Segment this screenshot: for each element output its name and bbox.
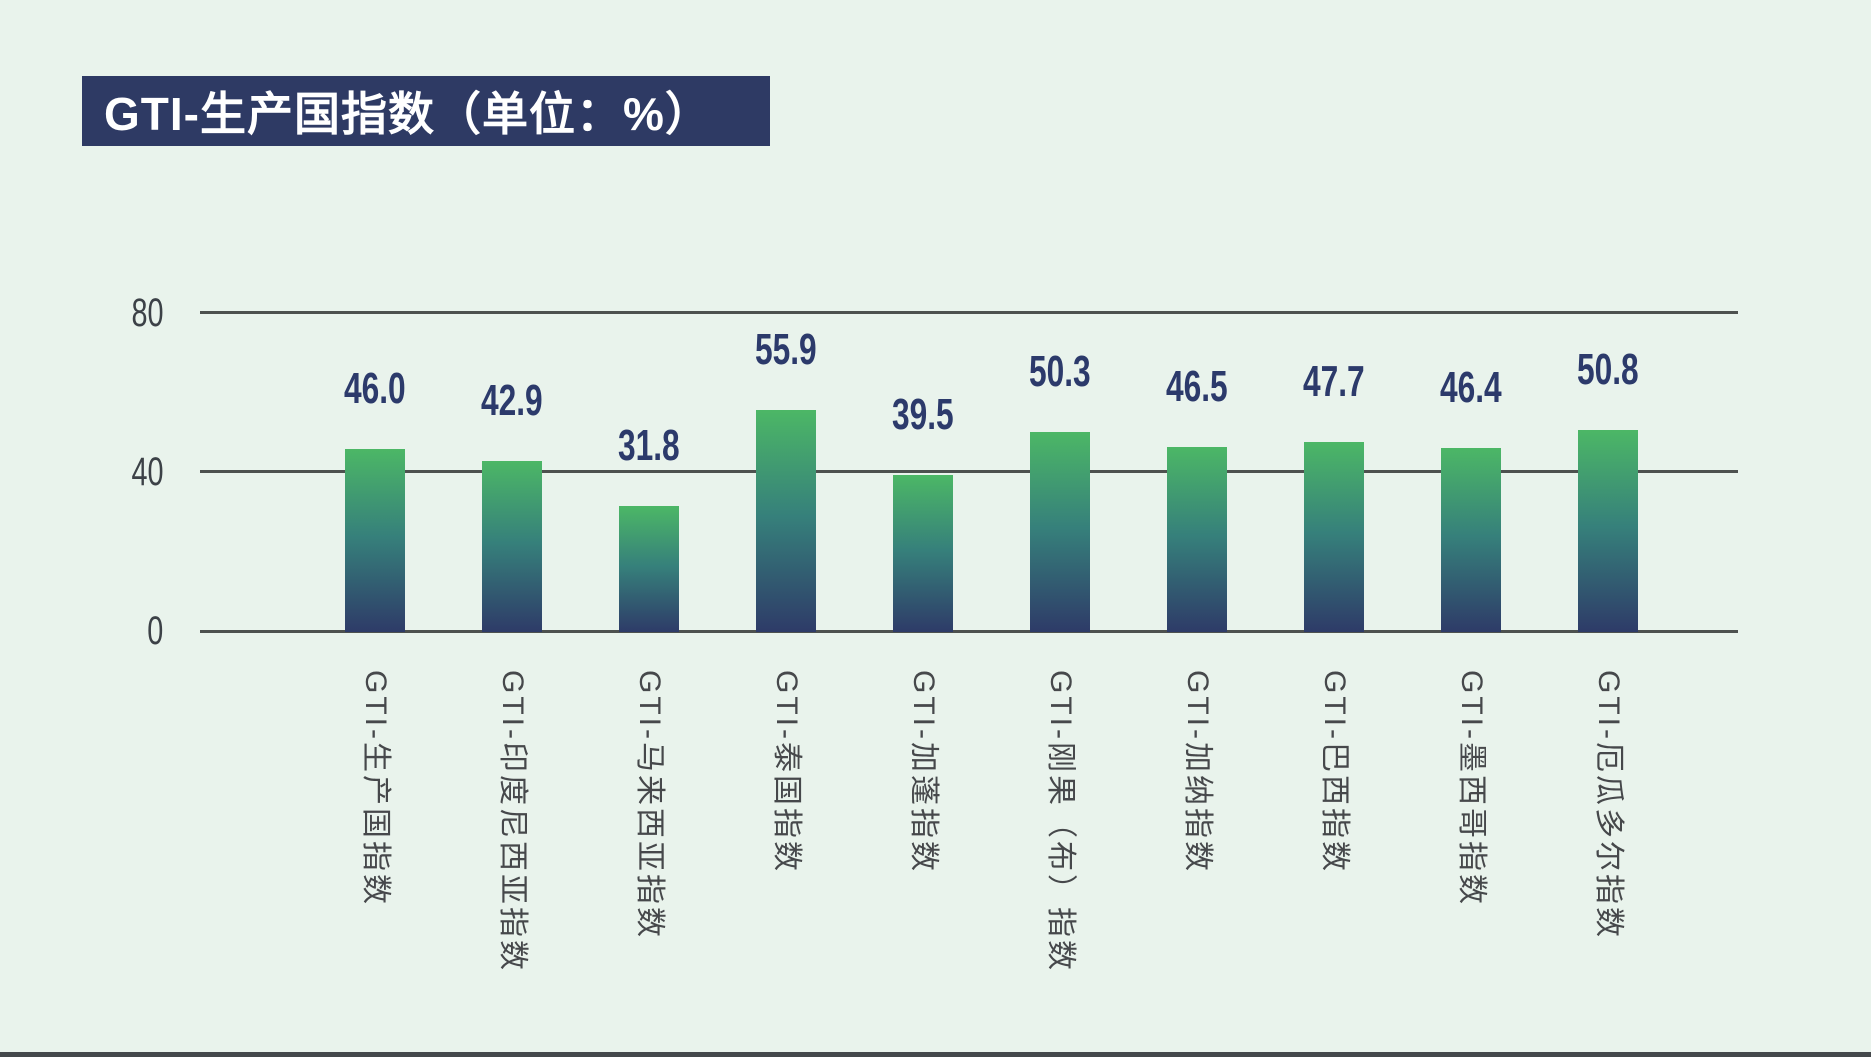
bar-value-label: 50.8: [1577, 345, 1639, 394]
x-axis-label: GTI-马来西亚指数: [633, 670, 666, 940]
x-axis-label: GTI-印度尼西亚指数: [496, 670, 529, 973]
x-axis-label: GTI-生产国指数: [359, 670, 392, 907]
x-axis-baseline: [200, 630, 1738, 633]
bar-value-label: 42.9: [481, 376, 543, 425]
bar: [1030, 432, 1090, 632]
chart-title: GTI-生产国指数（单位：%）: [104, 88, 712, 140]
bar-value-label: 50.3: [1029, 347, 1091, 396]
gridline-40: [200, 470, 1738, 473]
bar-value-label: 46.4: [1440, 363, 1502, 412]
x-axis-label: GTI-厄瓜多尔指数: [1592, 670, 1625, 940]
x-axis-label: GTI-泰国指数: [770, 670, 803, 874]
bar-value-label: 46.5: [1166, 362, 1228, 411]
x-axis-label: GTI-墨西哥指数: [1455, 670, 1488, 907]
bar: [1167, 447, 1227, 632]
bottom-border: [0, 1052, 1871, 1057]
bar-value-label: 31.8: [618, 421, 680, 470]
bar-value-label: 39.5: [892, 390, 954, 439]
x-axis-label: GTI-巴西指数: [1318, 670, 1351, 874]
x-axis-label: GTI-刚果（布）指数: [1044, 670, 1077, 973]
bar: [1578, 430, 1638, 632]
chart-title-box: GTI-生产国指数（单位：%）: [82, 76, 770, 146]
bar: [345, 449, 405, 632]
bar: [756, 410, 816, 632]
y-tick-0: 0: [146, 609, 163, 653]
x-axis-label: GTI-加纳指数: [1181, 670, 1214, 874]
bar: [893, 475, 953, 632]
bar-value-label: 55.9: [755, 325, 817, 374]
bar-value-label: 46.0: [344, 364, 406, 413]
bar: [1304, 442, 1364, 632]
bar: [1441, 448, 1501, 632]
x-axis-label: GTI-加蓬指数: [907, 670, 940, 874]
bar-value-label: 47.7: [1303, 357, 1365, 406]
bar: [619, 506, 679, 632]
y-tick-80: 80: [130, 291, 163, 335]
gridline-80: [200, 311, 1738, 314]
y-tick-40: 40: [130, 450, 163, 494]
bar: [482, 461, 542, 632]
